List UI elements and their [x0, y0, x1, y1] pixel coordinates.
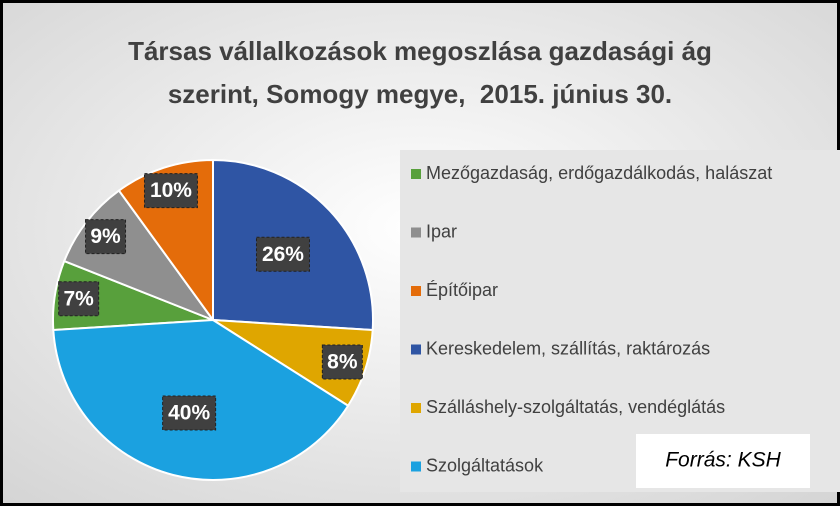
legend-label: Építőipar: [426, 280, 498, 300]
legend-label: Ipar: [426, 221, 457, 241]
chart-title: szerint, Somogy megye, 2015. június 30.: [168, 79, 672, 109]
source-box: [636, 434, 810, 488]
data-label-box: [58, 281, 100, 317]
legend-marker: [411, 227, 421, 238]
legend-label: Mezőgazdaság, erdőgazdálkodás, halászat: [426, 163, 772, 183]
data-label: 40%: [168, 402, 210, 425]
legend-label: Kereskedelem, szállítás, raktározás: [426, 338, 710, 358]
data-label: 7%: [63, 287, 94, 310]
data-label: 10%: [150, 179, 192, 202]
data-label: 26%: [262, 243, 304, 266]
legend-marker: [411, 286, 421, 296]
legend-label: Szolgáltatások: [426, 455, 544, 475]
legend-marker: [411, 344, 421, 355]
data-label-box: [143, 173, 198, 209]
data-label-box: [255, 236, 310, 272]
data-label: 9%: [90, 225, 121, 248]
data-label: 8%: [327, 351, 358, 374]
chart-title: Társas vállalkozások megoszlása gazdaság…: [128, 36, 712, 66]
legend-marker: [411, 169, 421, 179]
legend-marker: [411, 403, 421, 413]
data-label-box: [162, 395, 217, 431]
data-label-box: [321, 344, 363, 380]
legend-marker: [411, 461, 421, 472]
data-label-box: [85, 219, 127, 255]
legend-label: Szálláshely-szolgáltatás, vendéglátás: [426, 397, 725, 417]
source: Forrás: KSH: [665, 449, 781, 472]
